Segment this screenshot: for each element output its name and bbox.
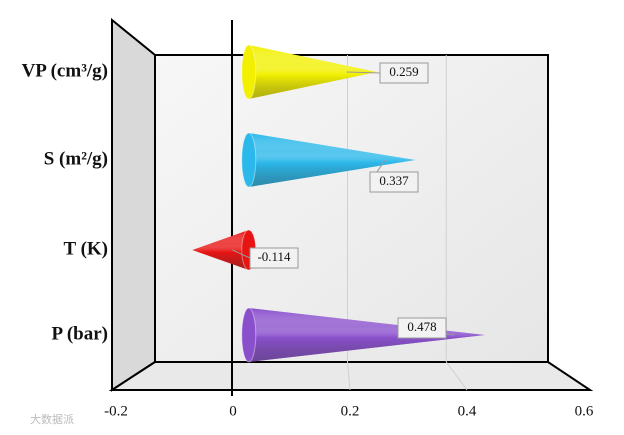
value-label-box (369, 171, 419, 193)
side-wall (111, 17, 156, 392)
y-tick-label: S (m²/g) (44, 148, 108, 169)
cone-shade (192, 230, 249, 270)
cone-base (241, 44, 257, 100)
leader (232, 249, 251, 259)
x-tick-label: -0.2 (104, 403, 128, 419)
value-label-box (249, 247, 299, 269)
x-tick-label: 0.6 (575, 403, 594, 419)
back-wall (154, 54, 549, 363)
y-tick-label: P (bar) (52, 323, 108, 344)
cone (241, 44, 377, 100)
value-label: 0.478 (407, 319, 436, 334)
cone-shade (248, 133, 416, 187)
leader (346, 71, 381, 74)
cone (241, 132, 416, 188)
floor-grid-line (445, 361, 468, 391)
cone-base (241, 307, 257, 363)
floor-grid-line (347, 361, 351, 391)
watermark: 大数据派 (30, 412, 74, 426)
y-tick-label: VP (cm³/g) (22, 60, 108, 81)
cone-base (241, 132, 257, 188)
value-label: -0.114 (257, 249, 291, 264)
cone-shade (248, 308, 485, 362)
value-label-box (379, 62, 429, 84)
x-tick-label: 0.2 (341, 403, 360, 419)
value-label: 0.337 (379, 173, 409, 188)
x-tick-label: 0 (229, 403, 237, 419)
cone (241, 307, 485, 363)
value-label-box (397, 317, 447, 339)
cone-shade (248, 45, 377, 99)
y-tick-label: T (K) (63, 238, 108, 259)
value-label: 0.259 (389, 64, 418, 79)
x-tick-label: 0.4 (458, 403, 477, 419)
floor (108, 361, 594, 391)
